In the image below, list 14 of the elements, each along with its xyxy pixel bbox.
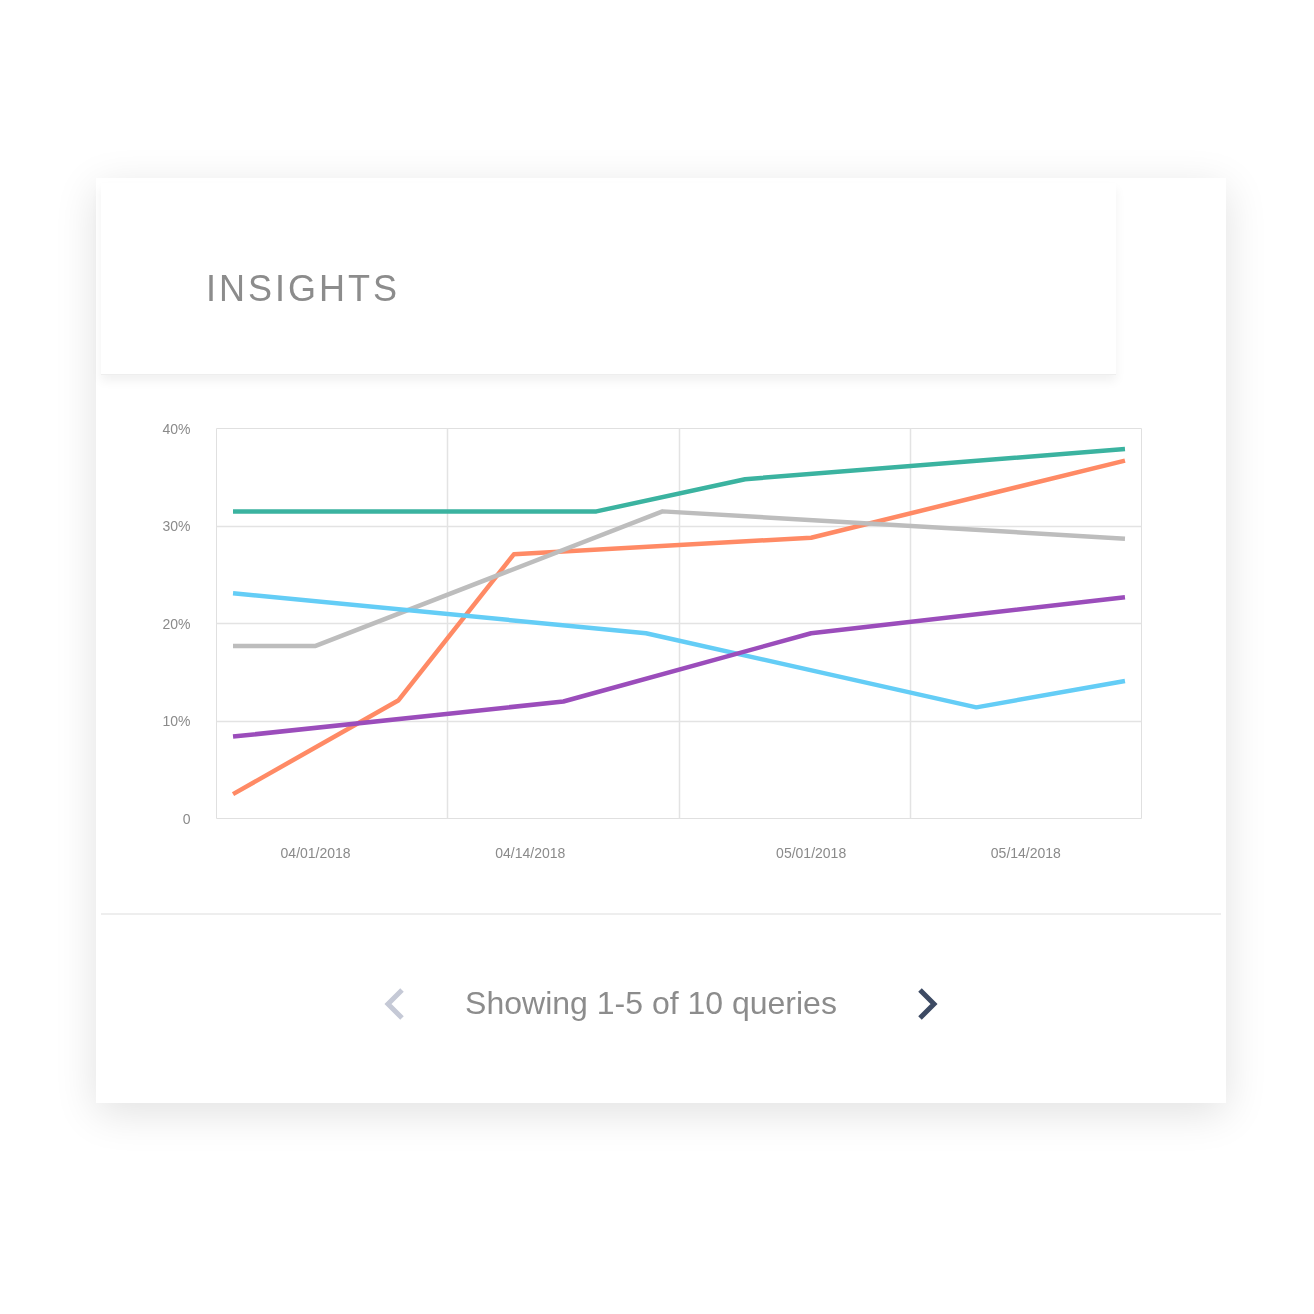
y-tick-label: 10%	[162, 713, 191, 729]
chart-title: INSIGHTS	[101, 183, 1116, 376]
x-tick-label: 04/01/2018	[280, 844, 351, 861]
line-series	[230, 458, 1128, 797]
y-tick-label: 0	[182, 810, 191, 827]
x-tick-label: 04/14/2018	[495, 844, 566, 861]
line-series	[230, 594, 1128, 739]
line-series	[230, 591, 1128, 710]
y-tick-label: 20%	[162, 615, 191, 632]
text: Showing 1-5 of 10 queries	[465, 984, 837, 1024]
y-tick-label: 40%	[162, 420, 191, 437]
x-tick-label: 05/01/2018	[776, 844, 847, 861]
x-tick-label: 05/14/2018	[990, 844, 1062, 861]
y-tick-label: 30%	[162, 518, 191, 534]
